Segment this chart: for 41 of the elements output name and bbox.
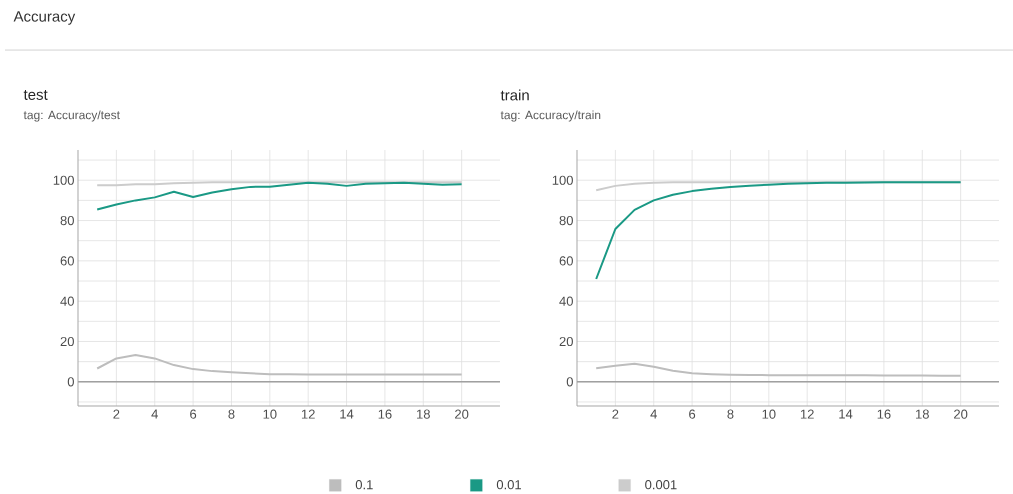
x-tick-label: 18 xyxy=(417,409,430,419)
legend-label: 0.1 xyxy=(355,480,373,490)
y-tick-label: 100 xyxy=(53,175,74,185)
y-tick-label: 60 xyxy=(60,256,74,266)
y-tick-label: 40 xyxy=(559,296,573,306)
chart-title: test xyxy=(23,90,48,100)
y-tick-label: 100 xyxy=(552,175,573,185)
line-series xyxy=(96,181,463,211)
x-tick-label: 2 xyxy=(113,409,120,419)
x-tick-label: 12 xyxy=(800,409,814,419)
y-tick-label: 0 xyxy=(566,377,573,387)
chart-title: train xyxy=(500,89,529,101)
x-tick-label: 18 xyxy=(916,409,929,419)
y-tick-label: 80 xyxy=(60,215,74,226)
x-tick-label: 4 xyxy=(650,409,657,419)
y-tick-label: 40 xyxy=(60,296,74,306)
x-tick-label: 6 xyxy=(689,409,696,419)
x-tick-label: 14 xyxy=(340,409,354,419)
y-tick-label: 80 xyxy=(559,215,573,226)
x-tick-label: 10 xyxy=(263,409,277,419)
x-tick-label: 6 xyxy=(190,409,197,419)
x-tick-label: 8 xyxy=(727,409,734,419)
legend-label: 0.001 xyxy=(645,480,677,490)
x-tick-label: 12 xyxy=(301,409,315,419)
chart-subtitle: tag: Accuracy/test xyxy=(23,110,120,122)
legend-label: 0.01 xyxy=(496,480,522,490)
x-tick-label: 2 xyxy=(612,409,619,419)
y-tick-label: 0 xyxy=(67,377,74,387)
y-tick-label: 20 xyxy=(60,336,74,347)
x-tick-label: 14 xyxy=(839,409,853,419)
text: Accuracy xyxy=(13,11,76,25)
x-tick-label: 20 xyxy=(954,409,968,419)
y-tick-label: 60 xyxy=(559,256,573,266)
x-tick-label: 10 xyxy=(762,409,776,419)
x-tick-label: 4 xyxy=(151,409,158,419)
y-tick-label: 20 xyxy=(559,336,573,347)
x-tick-label: 16 xyxy=(378,409,392,419)
x-tick-label: 16 xyxy=(877,409,891,419)
x-tick-label: 8 xyxy=(228,409,235,419)
chart-subtitle: tag: Accuracy/train xyxy=(500,110,601,122)
x-tick-label: 20 xyxy=(455,409,469,419)
